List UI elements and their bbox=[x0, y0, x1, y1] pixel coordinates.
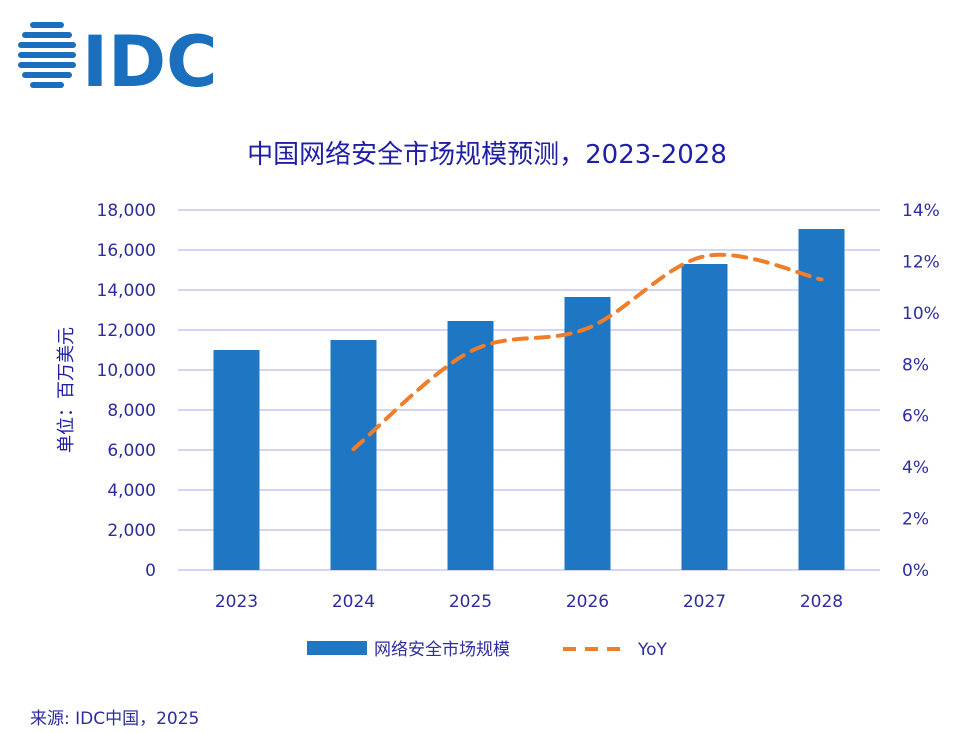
source-note: 来源: IDC中国，2025 bbox=[30, 709, 200, 729]
y-tick-label: 14,000 bbox=[97, 281, 156, 301]
y2-tick-label: 6% bbox=[902, 407, 929, 427]
bar bbox=[798, 229, 845, 570]
y-tick-label: 4,000 bbox=[107, 481, 156, 501]
y2-tick-label: 2% bbox=[902, 510, 929, 530]
bar bbox=[681, 264, 728, 570]
yoy-series bbox=[351, 252, 824, 452]
x-tick-label: 2023 bbox=[215, 592, 258, 612]
grid-lines bbox=[178, 209, 880, 571]
y2-tick-label: 12% bbox=[902, 252, 940, 272]
y-axis-label: 单位：百万美元 bbox=[56, 327, 77, 453]
y2-tick-label: 10% bbox=[902, 304, 940, 324]
legend-bar-label: 网络安全市场规模 bbox=[374, 640, 510, 660]
chart-title: 中国网络安全市场规模预测，2023-2028 bbox=[247, 140, 727, 170]
y-tick-label: 16,000 bbox=[97, 241, 156, 261]
yoy-line bbox=[351, 252, 824, 452]
x-tick-label: 2027 bbox=[683, 592, 726, 612]
y-tick-label: 2,000 bbox=[107, 521, 156, 541]
y-tick-label: 6,000 bbox=[107, 441, 156, 461]
right-axis-ticks: 0% 2% 4% 6% 8% 10% 12% 14% bbox=[902, 201, 940, 581]
bar bbox=[213, 350, 260, 570]
idc-globe-icon bbox=[18, 22, 76, 88]
idc-logo-text: IDC bbox=[82, 21, 216, 94]
y-tick-label: 0 bbox=[145, 561, 156, 581]
legend: 网络安全市场规模 YoY bbox=[307, 640, 668, 660]
y-tick-label: 12,000 bbox=[97, 321, 156, 341]
x-tick-label: 2028 bbox=[800, 592, 843, 612]
y-tick-label: 8,000 bbox=[107, 401, 156, 421]
y2-tick-label: 0% bbox=[902, 561, 929, 581]
x-tick-label: 2024 bbox=[332, 592, 375, 612]
bar bbox=[447, 321, 494, 570]
y-tick-label: 18,000 bbox=[97, 201, 156, 221]
legend-bar-swatch bbox=[307, 641, 367, 655]
x-axis-ticks: 2023 2024 2025 2026 2027 2028 bbox=[215, 592, 843, 612]
bar-series bbox=[213, 229, 845, 570]
y-tick-label: 10,000 bbox=[97, 361, 156, 381]
legend-line-label: YoY bbox=[637, 640, 668, 660]
x-tick-label: 2026 bbox=[566, 592, 609, 612]
y2-tick-label: 14% bbox=[902, 201, 940, 221]
bar bbox=[564, 297, 611, 570]
idc-logo: IDC bbox=[18, 21, 216, 94]
y2-tick-label: 4% bbox=[902, 458, 929, 478]
left-axis-ticks: 0 2,000 4,000 6,000 8,000 10,000 12,000 14,000 1… bbox=[97, 201, 156, 581]
y2-tick-label: 8% bbox=[902, 355, 929, 375]
bar bbox=[330, 340, 377, 570]
x-tick-label: 2025 bbox=[449, 592, 492, 612]
